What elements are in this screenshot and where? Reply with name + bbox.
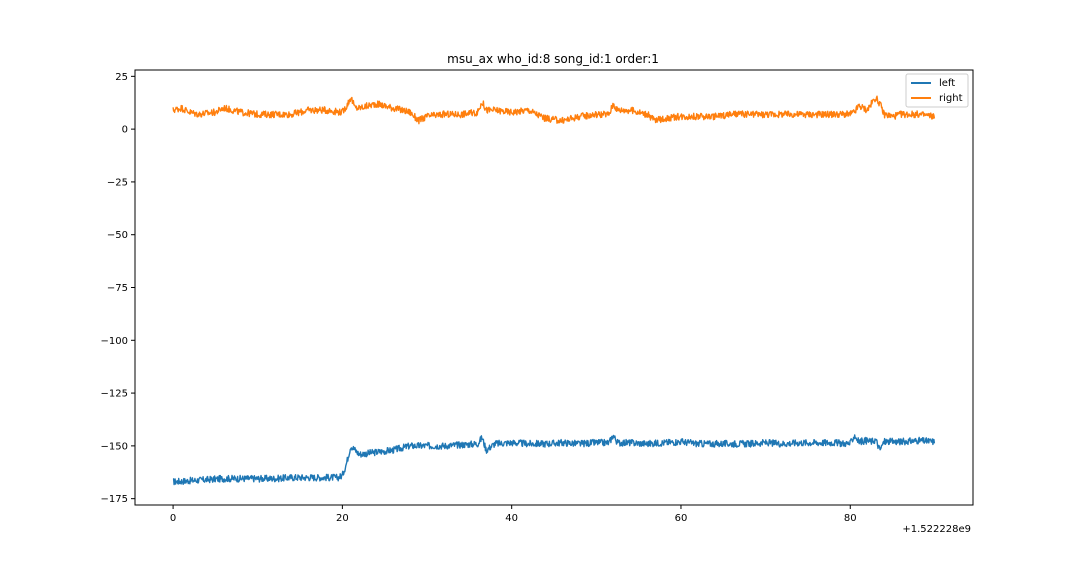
y-tick-label: −100 (101, 336, 128, 347)
y-tick-label: −125 (101, 389, 128, 400)
chart-title: msu_ax who_id:8 song_id:1 order:1 (447, 52, 659, 66)
y-tick-label: −75 (107, 283, 128, 294)
y-tick-label: −150 (101, 441, 128, 452)
y-tick-label: −175 (101, 494, 128, 505)
series-layer (172, 95, 936, 486)
axis-layer: 0 20 40 60 80 25 0 −25 −50 −75 −100 −125 −150 −175 (101, 72, 857, 524)
x-tick-label: 40 (505, 513, 518, 524)
y-tick-label: 0 (122, 125, 128, 136)
x-tick-label: 80 (844, 513, 857, 524)
series-line-left (172, 434, 936, 486)
legend: left right (905, 73, 969, 108)
plot-area-frame (134, 69, 974, 506)
y-tick-label: −50 (107, 230, 128, 241)
y-tick-label: 25 (115, 72, 128, 83)
series-line-right (172, 95, 936, 125)
y-tick-label: −25 (107, 177, 128, 188)
x-tick-label: 20 (336, 513, 349, 524)
x-tick-label: 60 (675, 513, 688, 524)
legend-label-left: left (939, 78, 955, 89)
legend-label-right: right (939, 93, 963, 104)
x-offset-label: +1.522228e9 (902, 524, 971, 535)
x-tick-label: 0 (170, 513, 176, 524)
